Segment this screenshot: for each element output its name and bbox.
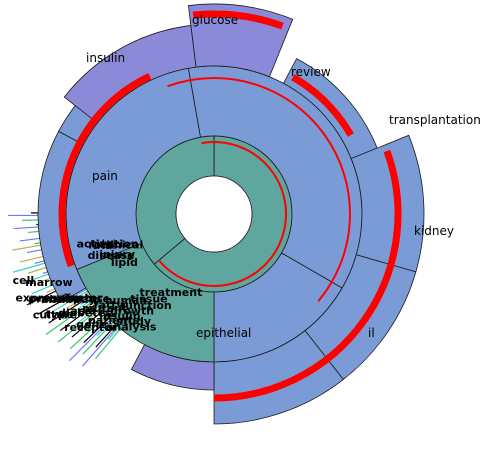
segment-label-transplantation[interactable]: transplantation: [389, 113, 481, 127]
epithelial-segment[interactable]: [130, 344, 215, 391]
overlapping-label: lipid: [111, 256, 138, 269]
overlapping-label: treatment: [140, 286, 203, 299]
segment-label-epithelial[interactable]: epithelial: [196, 326, 251, 340]
overlapping-label: study: [116, 315, 151, 328]
overlapping-label: human: [105, 294, 147, 307]
overlapping-label: role: [88, 238, 112, 251]
overlapping-label: acid: [70, 305, 96, 318]
overlapping-label: factor: [66, 291, 104, 304]
overlapping-label: type: [46, 308, 74, 321]
overlapping-label: function: [120, 299, 171, 312]
insulin-segment[interactable]: [63, 24, 197, 124]
overlapping-label: cell: [13, 274, 35, 287]
overlapping-label: antibody: [41, 293, 96, 306]
overlapping-label: analysis: [106, 321, 157, 334]
highlight-arc: [167, 77, 351, 303]
overlapping-label: insulin: [99, 310, 140, 323]
segment-label-review[interactable]: review: [291, 65, 331, 79]
segment-label-pain[interactable]: pain: [92, 169, 118, 183]
overlapping-label: disease: [88, 249, 135, 262]
segment-label-trial[interactable]: trial: [92, 238, 116, 252]
segment-label-il[interactable]: il: [368, 326, 375, 340]
segment-label-kidney[interactable]: kidney: [414, 224, 454, 238]
overlapping-label: growth: [110, 305, 154, 318]
overlapping-label: patients: [88, 314, 140, 327]
overlapping-label: response: [53, 292, 110, 305]
overlapping-label: tissue: [130, 293, 167, 306]
overlapping-label: fatty: [94, 298, 124, 311]
segment-label-glucose[interactable]: glucose: [192, 13, 238, 27]
highlight-arc: [192, 10, 284, 30]
highlight-arc: [58, 73, 152, 268]
overlapping-label: marrow: [25, 276, 72, 289]
overlapping-label: protein: [28, 292, 73, 305]
highlight-arc: [213, 149, 402, 402]
overlapping-label: gene: [76, 318, 107, 331]
overlapping-label: clinical: [100, 239, 143, 252]
highlight-arc: [291, 74, 354, 137]
sunburst-rings: [37, 3, 425, 425]
overlapping-label: expression: [15, 291, 83, 304]
overlapping-label: mutant: [82, 302, 127, 315]
segment-label-insulin[interactable]: insulin: [86, 51, 125, 65]
il-segment[interactable]: [213, 330, 344, 425]
overlapping-label: activation: [77, 237, 139, 250]
center-hole[interactable]: [175, 175, 253, 253]
overlapping-label: receptor: [64, 321, 118, 334]
overlapping-label: culture: [33, 309, 77, 322]
segment-labels: glucose insulin review transplantation k…: [86, 13, 481, 340]
overlapping-label: injury: [99, 248, 135, 261]
highlight-arc: [158, 141, 287, 287]
overlapping-label: diabetes: [58, 307, 112, 320]
